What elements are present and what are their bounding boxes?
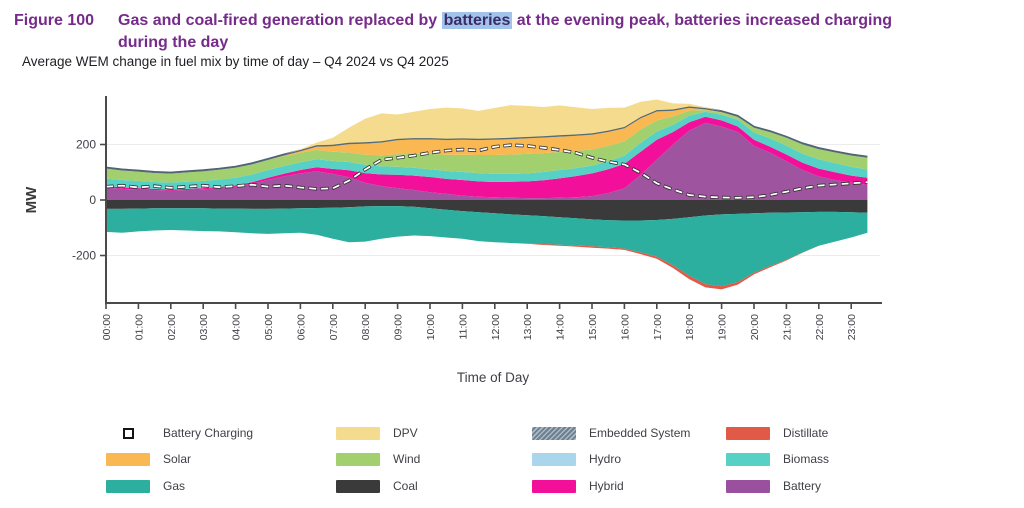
x-tick-label-15:00: 15:00	[587, 314, 599, 340]
legend-item-gas: Gas	[106, 479, 185, 493]
figure-header: Figure 100 Gas and coal-fired generation…	[14, 10, 1014, 54]
y-tick-label-0: 0	[89, 193, 96, 207]
chart-subtitle: Average WEM change in fuel mix by time o…	[22, 54, 449, 69]
legend-item-battery: Battery	[726, 479, 821, 493]
x-tick-label-05:00: 05:00	[263, 314, 275, 340]
y-tick-label--200: -200	[72, 249, 96, 263]
legend-swatch-hybrid	[532, 479, 576, 493]
x-tick-label-09:00: 09:00	[393, 314, 405, 340]
area-battery	[106, 122, 868, 200]
figure-title: Figure 100 Gas and coal-fired generation…	[14, 10, 1014, 54]
legend-item-biomass: Biomass	[726, 452, 829, 466]
x-tick-label-12:00: 12:00	[490, 314, 502, 340]
x-tick-label-21:00: 21:00	[781, 314, 793, 340]
x-tick-label-23:00: 23:00	[846, 314, 858, 340]
y-axis-title: MW	[23, 186, 40, 213]
x-tick-label-13:00: 13:00	[522, 314, 534, 340]
figure-number: Figure 100	[14, 12, 95, 29]
legend-label: DPV	[393, 426, 418, 440]
legend-swatch-embedded-system	[532, 426, 576, 440]
legend-item-wind: Wind	[336, 452, 420, 466]
legend-label: Battery	[783, 479, 822, 493]
legend-item-solar: Solar	[106, 452, 191, 466]
legend-item-embedded-system: Embedded System	[532, 426, 690, 440]
legend-item-battery-charging: Battery Charging	[106, 426, 253, 440]
embedded-system-topline	[105, 105, 868, 174]
title-highlighted-word: batteries	[441, 12, 513, 29]
legend-label: Battery Charging	[163, 426, 254, 440]
legend-label: Hydro	[589, 452, 622, 466]
area-coal	[106, 200, 868, 221]
legend-label: Solar	[163, 452, 192, 466]
area-wind	[106, 110, 868, 183]
area-hybrid	[106, 116, 868, 199]
title-pre: Gas and coal-fired generation replaced b…	[118, 12, 442, 29]
area-solar	[106, 107, 868, 174]
area-gas	[106, 206, 868, 287]
x-tick-label-06:00: 06:00	[295, 314, 307, 340]
title-line2: during the day	[118, 34, 229, 51]
legend-swatch-battery-charging	[106, 427, 150, 439]
figure-title-text: Gas and coal-fired generation replaced b…	[118, 10, 892, 54]
legend-swatch-solar	[106, 452, 150, 466]
chart-legend: Battery Charging Solar Gas DPV Wind Coal Embed…	[0, 418, 1024, 508]
x-tick-label-00:00: 00:00	[101, 314, 113, 340]
x-tick-label-02:00: 02:00	[166, 314, 178, 340]
area-dpv	[106, 99, 868, 173]
x-tick-label-17:00: 17:00	[652, 314, 664, 340]
x-tick-label-14:00: 14:00	[555, 314, 567, 340]
legend-swatch-dpv	[336, 426, 380, 440]
legend-item-distillate: Distillate	[726, 426, 828, 440]
legend-item-hydro: Hydro	[532, 452, 621, 466]
x-tick-label-20:00: 20:00	[749, 314, 761, 340]
legend-swatch-battery	[726, 479, 770, 493]
x-tick-label-08:00: 08:00	[360, 314, 372, 340]
x-tick-label-19:00: 19:00	[717, 314, 729, 340]
x-tick-label-16:00: 16:00	[619, 314, 631, 340]
x-tick-label-11:00: 11:00	[457, 314, 469, 340]
legend-label: Distillate	[783, 426, 829, 440]
fuel-mix-stacked-area-chart: 200 0 -200 00:00 01:00 02:00 03:00 04:00 05:00 06…	[23, 96, 882, 385]
legend-label: Hybrid	[589, 479, 624, 493]
legend-label: Coal	[393, 479, 418, 493]
x-axis-title: Time of Day	[457, 370, 530, 385]
x-tick-label-04:00: 04:00	[231, 314, 243, 340]
legend-swatch-biomass	[726, 452, 770, 466]
legend-item-hybrid: Hybrid	[532, 479, 624, 493]
x-tick-label-03:00: 03:00	[198, 314, 210, 340]
legend-swatch-gas	[106, 479, 150, 493]
x-tick-label-18:00: 18:00	[684, 314, 696, 340]
y-tick-label-200: 200	[76, 138, 96, 152]
legend-label: Embedded System	[589, 426, 691, 440]
legend-swatch-coal	[336, 479, 380, 493]
battery-charging-line	[105, 144, 868, 199]
x-tick-label-01:00: 01:00	[133, 314, 145, 340]
x-tick-label-10:00: 10:00	[425, 314, 437, 340]
legend-swatch-distillate	[726, 426, 770, 440]
chart-area: 200 0 -200 00:00 01:00 02:00 03:00 04:00 05:00 06…	[0, 86, 1024, 420]
x-tick-label-07:00: 07:00	[328, 314, 340, 340]
legend-label: Wind	[393, 452, 421, 466]
x-tick-label-22:00: 22:00	[814, 314, 826, 340]
legend-item-coal: Coal	[336, 479, 418, 493]
legend-swatch-wind	[336, 452, 380, 466]
title-post: at the evening peak, batteries increased…	[512, 12, 893, 29]
legend-item-dpv: DPV	[336, 426, 418, 440]
legend-label: Gas	[163, 479, 186, 493]
area-biomass	[106, 111, 868, 190]
legend-label: Biomass	[783, 452, 830, 466]
legend-swatch-hydro	[532, 452, 576, 466]
battery-charging-marker-icon	[122, 427, 134, 439]
